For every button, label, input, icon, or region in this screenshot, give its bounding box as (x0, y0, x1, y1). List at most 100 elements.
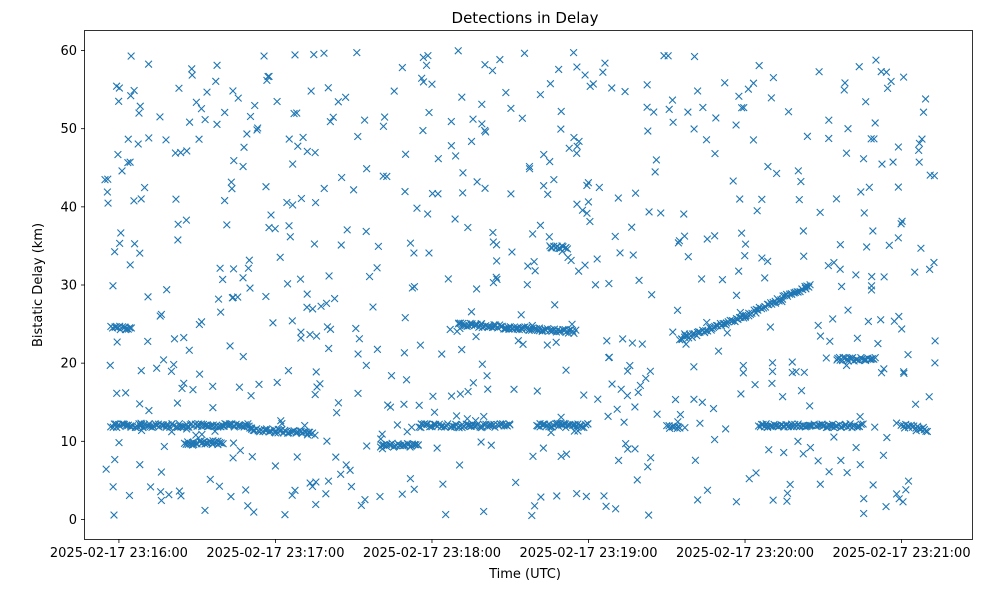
data-point (712, 114, 720, 122)
data-point (533, 387, 542, 395)
x-tick-label: 2025-02-17 23:18:00 (363, 546, 501, 561)
data-point (797, 177, 805, 186)
data-point (899, 73, 908, 81)
data-point (479, 412, 488, 421)
data-point (819, 422, 827, 431)
data-point (536, 90, 545, 99)
data-point (412, 440, 420, 449)
data-point (709, 404, 718, 413)
data-point (864, 317, 873, 326)
data-point (915, 139, 924, 148)
data-point (737, 229, 746, 237)
data-point (651, 168, 659, 176)
data-point (410, 249, 418, 257)
data-point (253, 124, 262, 132)
data-point (837, 423, 846, 431)
data-point (785, 290, 794, 298)
data-point (780, 291, 789, 300)
data-point (182, 216, 191, 224)
data-point (379, 172, 388, 180)
data-point (478, 120, 486, 128)
data-point (192, 431, 200, 439)
data-point (608, 380, 616, 388)
data-point (887, 77, 895, 86)
data-point (614, 456, 623, 465)
data-point (584, 198, 593, 206)
data-point (518, 114, 527, 123)
x-axis-label: Time (UTC) (488, 567, 561, 582)
data-point (137, 426, 146, 435)
data-point (679, 210, 688, 218)
chart-title: Detections in Delay (452, 9, 599, 27)
data-point (601, 59, 609, 67)
data-point (240, 143, 248, 152)
data-point (351, 324, 360, 333)
data-point (892, 419, 901, 427)
data-point (593, 255, 601, 263)
data-point (574, 427, 582, 435)
data-point (652, 156, 661, 164)
data-point (572, 149, 581, 158)
data-point (867, 272, 876, 281)
data-point (103, 175, 112, 183)
data-point (825, 467, 833, 476)
data-point (112, 82, 121, 90)
data-point (702, 318, 711, 327)
data-point (527, 511, 536, 520)
data-point (917, 244, 925, 253)
data-point (570, 427, 579, 435)
data-point (631, 403, 639, 411)
data-point (638, 340, 647, 348)
data-point (783, 489, 792, 498)
data-point (291, 51, 299, 59)
data-point (235, 383, 244, 391)
data-point (626, 361, 634, 370)
data-point (911, 400, 920, 409)
data-point (398, 63, 407, 72)
data-point (668, 328, 677, 336)
data-point (341, 93, 350, 102)
data-point (271, 462, 280, 470)
data-point (454, 46, 463, 55)
data-point (452, 412, 461, 420)
data-point (406, 239, 415, 247)
data-point (665, 105, 673, 114)
data-point (267, 211, 275, 219)
data-point (764, 162, 772, 171)
data-point (324, 83, 333, 92)
data-point (473, 178, 481, 186)
data-point (806, 280, 814, 289)
data-point (543, 190, 552, 199)
data-point (136, 460, 144, 469)
data-point (455, 423, 463, 432)
data-point (140, 183, 149, 192)
data-point (169, 360, 178, 369)
data-point (782, 421, 791, 429)
data-point (832, 195, 841, 203)
data-point (914, 146, 923, 155)
data-point (732, 291, 741, 300)
data-point (892, 490, 901, 498)
data-point (507, 190, 515, 198)
data-point (467, 137, 476, 146)
data-point (243, 130, 251, 138)
data-point (477, 438, 485, 446)
data-point (483, 371, 491, 380)
data-point (703, 486, 712, 495)
data-point (739, 361, 748, 370)
data-point (400, 349, 409, 357)
data-point (583, 181, 591, 190)
data-point (734, 267, 743, 275)
data-point (135, 109, 143, 117)
data-point (830, 258, 838, 267)
data-point (271, 224, 279, 233)
data-point (135, 249, 144, 257)
data-point (199, 438, 207, 447)
data-point (766, 323, 775, 331)
data-point (890, 317, 899, 325)
data-point (604, 412, 612, 421)
data-point (646, 367, 655, 376)
data-point (763, 257, 772, 266)
data-point (326, 325, 335, 334)
